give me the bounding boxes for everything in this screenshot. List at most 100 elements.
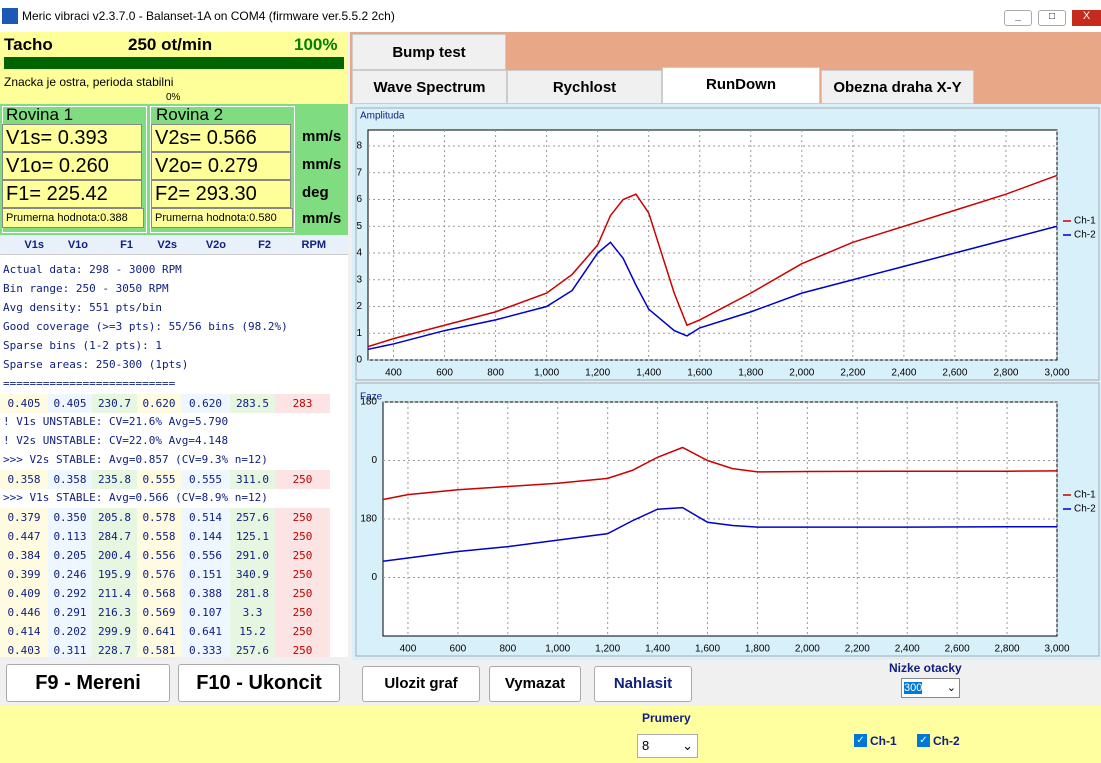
value-box: V2s= 0.566 [151, 124, 291, 152]
checkbox[interactable]: ✓ [917, 734, 930, 747]
report-button[interactable]: Nahlasit [594, 666, 692, 702]
x-tick-label: 800 [487, 368, 504, 379]
log-line: Sparse bins (1-2 pts): 1 [3, 339, 162, 352]
stop-button[interactable]: F10 - Ukoncit [178, 664, 340, 702]
log-cell: 299.9 [92, 622, 137, 641]
log-cell: 0.403 [0, 641, 48, 657]
bottom-panel: Prumery 8 ⌄ ✓ Ch-1 ✓ Ch-2 [0, 706, 1101, 763]
log-cell: 250 [275, 546, 330, 565]
log-cell: 250 [275, 527, 330, 546]
log-line: Sparse areas: 250-300 (1pts) [3, 358, 189, 371]
maximize[interactable]: □ [1038, 10, 1066, 26]
log-cell: 0.555 [137, 470, 181, 489]
y-tick-label: 1 [356, 328, 362, 339]
app-icon [2, 8, 18, 24]
averages-value: 8 [642, 738, 650, 753]
log-cell: 0.291 [48, 603, 92, 622]
log-cell: 0.333 [181, 641, 230, 657]
plane-title: Rovina 2 [156, 105, 224, 124]
y-tick-label: 0 [371, 572, 377, 583]
averages-select[interactable]: 8 ⌄ [637, 734, 698, 758]
log-cell: 0.311 [48, 641, 92, 657]
log-cell: 0.144 [181, 527, 230, 546]
header-cell: V2s [157, 239, 177, 251]
series-line [382, 506, 1057, 562]
x-tick-label: 2,600 [945, 644, 970, 655]
series-line [382, 446, 1058, 501]
x-tick-label: 2,000 [789, 368, 814, 379]
y-tick-label: 0 [356, 355, 362, 366]
low-rpm-label: Nizke otacky [889, 661, 962, 675]
low-rpm-value: 300 [904, 682, 923, 694]
log-cell: 3.3 [230, 603, 275, 622]
log-cell: 291.0 [230, 546, 275, 565]
tab[interactable]: Rychlost [507, 70, 662, 104]
log-cell: 0.202 [48, 622, 92, 641]
save-button[interactable]: Ulozit graf [362, 666, 480, 702]
log-line: ! V1s UNSTABLE: CV=21.6% Avg=5.790 [3, 415, 229, 428]
x-tick-label: 3,000 [1044, 368, 1069, 379]
checkbox-label: Ch-2 [933, 734, 960, 748]
log-cell: 250 [275, 565, 330, 584]
tab[interactable]: Obezna draha X-Y [821, 70, 974, 104]
measure-button[interactable]: F9 - Mereni [6, 664, 170, 702]
log-cell: 0.292 [48, 584, 92, 603]
plane-title: Rovina 1 [6, 105, 74, 124]
series-line [367, 174, 1058, 348]
x-tick-label: 1,800 [738, 368, 763, 379]
log-cell: 340.9 [230, 565, 275, 584]
log-line: Bin range: 250 - 3050 RPM [3, 282, 169, 295]
x-tick-label: 2,600 [942, 368, 967, 379]
log-cell: 250 [275, 603, 330, 622]
header-cell: V1s [24, 239, 44, 251]
clear-button[interactable]: Vymazat [489, 666, 581, 702]
unit: mm/s [302, 128, 342, 145]
tacho-status: Znacka je ostra, perioda stabilni [4, 75, 174, 89]
log-cell: 257.6 [230, 508, 275, 527]
tab[interactable]: Wave Spectrum [352, 70, 507, 104]
value-box: V1o= 0.260 [2, 152, 142, 180]
close[interactable]: X [1072, 10, 1101, 26]
unit: mm/s [302, 156, 342, 173]
low-rpm-select[interactable]: 300 ⌄ [901, 678, 960, 698]
planes-panel: Rovina 1 Rovina 2 V1s= 0.393 V1o= 0.260 … [0, 104, 348, 235]
log-cell: 0.641 [181, 622, 230, 641]
unit: mm/s [302, 210, 342, 227]
y-tick-label: 5 [356, 221, 362, 232]
x-tick-label: 2,800 [993, 368, 1018, 379]
y-tick-label: 8 [356, 141, 362, 152]
log-cell: 0.384 [0, 546, 48, 565]
x-tick-label: 600 [436, 368, 453, 379]
log-line: >>> V1s STABLE: Avg=0.566 (CV=8.9% n=12) [3, 491, 268, 504]
y-tick-label: 3 [356, 274, 362, 285]
tab-selected[interactable]: RunDown [662, 67, 820, 104]
log-cell: 0.576 [137, 565, 181, 584]
log-cell: 228.7 [92, 641, 137, 657]
value-box: F1= 225.42 [2, 180, 142, 208]
log-cell: 0.358 [0, 470, 48, 489]
x-tick-label: 400 [385, 368, 402, 379]
x-tick-label: 1,800 [745, 644, 770, 655]
title-bar: Meric vibraci v2.3.7.0 - Balanset-1A on … [0, 0, 1101, 32]
y-tick-label: 6 [356, 194, 362, 205]
log-cell: 235.8 [92, 470, 137, 489]
tacho-panel: Tacho 250 ot/min 100% Znacka je ostra, p… [0, 32, 348, 104]
log-cell: 283.5 [230, 394, 275, 413]
x-tick-label: 3,000 [1044, 644, 1069, 655]
y-tick-label: 180 [360, 514, 377, 525]
log-cell: 0.555 [181, 470, 230, 489]
log-cell: 0.514 [181, 508, 230, 527]
log-cell: 0.568 [137, 584, 181, 603]
x-tick-label: 1,000 [534, 368, 559, 379]
log-line: Actual data: 298 - 3000 RPM [3, 263, 182, 276]
minimize[interactable]: _ [1004, 10, 1032, 26]
x-tick-label: 2,800 [995, 644, 1020, 655]
tab[interactable]: Bump test [352, 34, 506, 70]
log-line: >>> V2s STABLE: Avg=0.857 (CV=9.3% n=12) [3, 453, 268, 466]
checkbox[interactable]: ✓ [854, 734, 867, 747]
legend-label: Ch-1 [1074, 490, 1096, 501]
avg-box: Prumerna hodnota:0.388 [2, 208, 144, 228]
tacho-label: Tacho [4, 35, 53, 54]
